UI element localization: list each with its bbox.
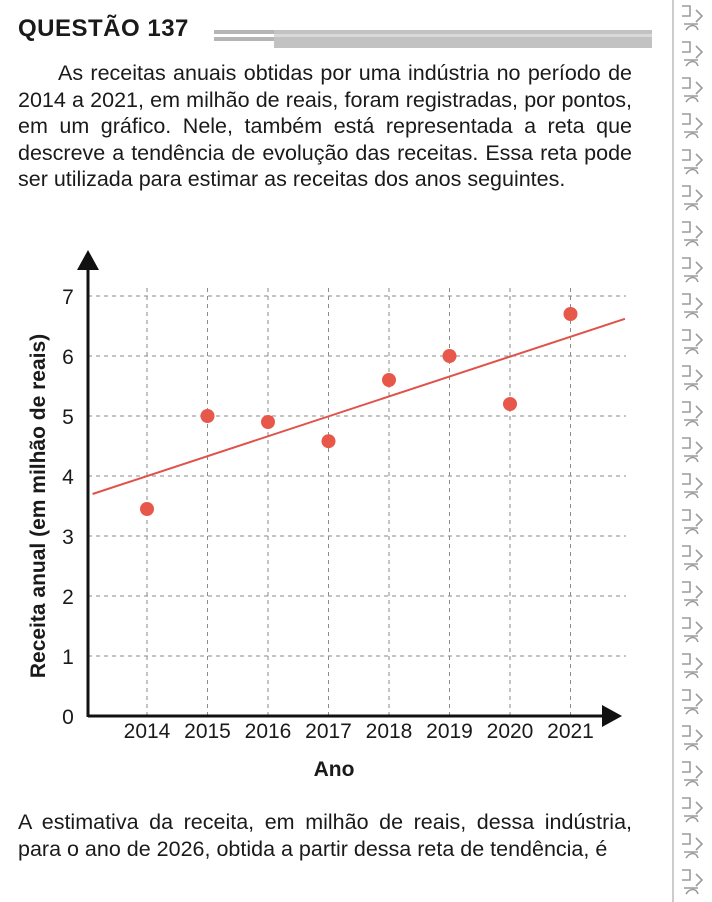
strip-ornament (682, 365, 704, 391)
strip-ornament (682, 437, 704, 463)
strip-ornament (682, 869, 704, 895)
y-tick-label: 2 (62, 586, 74, 609)
question-intro: As receitas anuais obtidas por uma indús… (18, 61, 632, 191)
x-tick-label: 2016 (245, 720, 292, 743)
data-point (261, 415, 275, 429)
data-point (321, 434, 336, 449)
axes (77, 250, 622, 727)
y-axis-title: Receita anual (em milhão de reais) (27, 334, 50, 678)
strip-ornament (682, 545, 704, 571)
revenue-scatter-chart: 0 1 2 3 4 5 6 7 2014 2015 2016 2017 2018 2019 2020 202… (27, 250, 626, 781)
strip-ornament (682, 149, 704, 175)
strip-ornament (682, 293, 704, 319)
x-tick-label: 2019 (426, 720, 473, 743)
strip-ornament (682, 761, 704, 787)
strip-ornament (682, 329, 704, 355)
strip-ornament (682, 473, 704, 499)
strip-ornament (682, 509, 704, 535)
strip-ornament (682, 185, 704, 211)
trend-line (92, 317, 626, 495)
y-tick-label: 1 (62, 646, 74, 669)
x-tick-label: 2015 (184, 720, 231, 743)
strip-ornament (682, 257, 704, 283)
y-tick-labels: 0 1 2 3 4 5 6 7 (62, 286, 74, 729)
strip-ornament (682, 725, 704, 751)
x-tick-label: 2017 (305, 720, 352, 743)
x-axis-title: Ano (314, 758, 355, 781)
y-tick-label: 4 (62, 466, 74, 489)
data-point (442, 349, 457, 363)
strip-ornament (682, 653, 704, 679)
data-point (140, 502, 154, 516)
y-tick-label: 3 (62, 526, 74, 549)
data-points (140, 307, 578, 516)
x-axis-arrow (602, 705, 622, 727)
strip-ornament (682, 689, 704, 715)
strip-ornament (682, 617, 704, 643)
strip-ornament (682, 221, 704, 247)
strip-ornament (682, 5, 704, 31)
grid (88, 288, 626, 716)
x-tick-labels: 2014 2015 2016 2017 2018 2019 2020 2021 (124, 720, 594, 743)
x-tick-label: 2021 (547, 720, 594, 743)
strip-ornament (682, 833, 704, 859)
question-header: QUESTÃO 137 (18, 14, 652, 48)
y-tick-label: 5 (62, 406, 74, 429)
strip-ornament (682, 41, 704, 67)
data-point (563, 307, 578, 321)
strip-ornament (682, 581, 704, 607)
data-point (200, 409, 215, 423)
y-tick-label: 0 (62, 706, 74, 729)
x-tick-label: 2018 (366, 720, 413, 743)
strip-ornament (682, 401, 704, 427)
x-tick-label: 2020 (487, 720, 534, 743)
strip-ornament (682, 77, 704, 103)
data-point (503, 397, 517, 411)
question-title: QUESTÃO 137 (18, 15, 189, 42)
side-decoration-strip (672, 0, 704, 902)
x-tick-label: 2014 (124, 720, 171, 743)
strip-ornament (682, 113, 704, 139)
y-tick-label: 7 (62, 286, 74, 309)
strip-ornament (682, 797, 704, 823)
title-rule (214, 30, 652, 48)
y-tick-label: 6 (62, 346, 74, 369)
y-axis-arrow (77, 250, 99, 270)
data-point (382, 373, 396, 387)
question-prompt: A estimativa da receita, em milhão de re… (18, 810, 632, 861)
